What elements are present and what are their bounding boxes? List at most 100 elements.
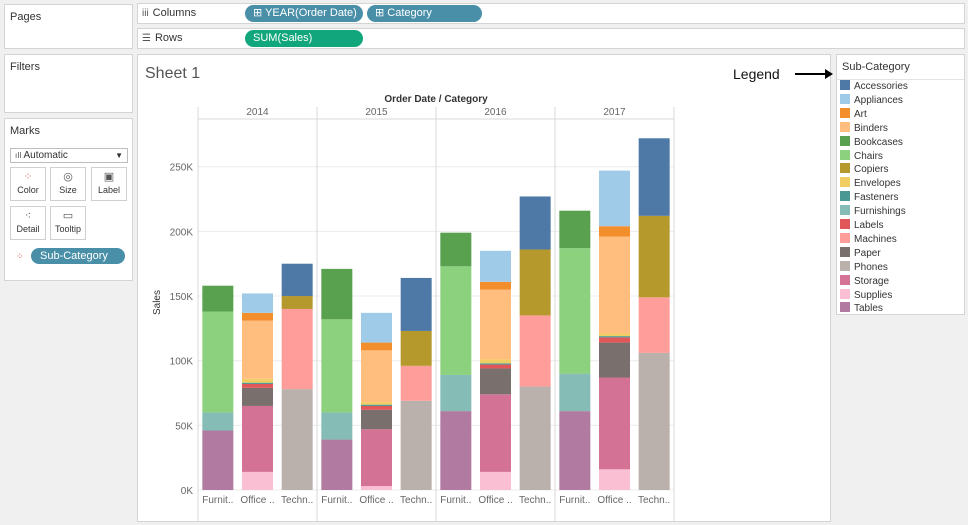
legend-title: Sub-Category <box>837 55 964 80</box>
columns-label-text: Columns <box>152 7 197 19</box>
size-button[interactable]: ◎ Size <box>50 167 86 201</box>
legend-swatch <box>840 191 850 202</box>
marks-card: Marks ıIl Automatic ▼ ⁘ Color ◎ Size ▣ L… <box>4 118 133 281</box>
marks-type-dropdown[interactable]: ıIl Automatic ▼ <box>10 148 128 163</box>
rows-shelf[interactable]: ☰ Rows SUM(Sales) <box>137 28 965 49</box>
legend-item-envelopes[interactable]: Envelopes <box>840 177 901 191</box>
bar-segment-furnishings <box>440 374 472 412</box>
bar-segment-bookcases <box>559 210 591 249</box>
bar-segment-chairs <box>440 266 472 375</box>
bar-segment-storage <box>361 429 392 487</box>
legend-item-bookcases[interactable]: Bookcases <box>840 135 903 150</box>
bar-segment-binders <box>361 350 392 403</box>
bar-segment-storage <box>242 405 273 472</box>
detail-button[interactable]: ⁖ Detail <box>10 206 46 240</box>
pages-shelf[interactable]: Pages <box>4 4 133 49</box>
category-label: Techn.. <box>638 495 670 506</box>
legend-item-label: Bookcases <box>854 136 903 148</box>
legend-item-label: Copiers <box>854 164 889 176</box>
color-button-label: Color <box>17 185 39 195</box>
legend-item-binders[interactable]: Binders <box>840 121 888 136</box>
legend-item-appliances[interactable]: Appliances <box>840 93 903 108</box>
legend-swatch <box>840 205 850 216</box>
arrow-icon <box>795 73 827 75</box>
category-pill-label: Category <box>387 7 432 19</box>
columns-icon: iii <box>142 8 149 19</box>
legend-item-fasteners[interactable]: Fasteners <box>840 191 898 205</box>
legend-item-phones[interactable]: Phones <box>840 260 888 275</box>
legend-swatch <box>840 93 850 104</box>
sub-category-color-pill[interactable]: Sub-Category <box>31 248 125 264</box>
legend-item-storage[interactable]: Storage <box>840 274 889 289</box>
bar-segment-paper <box>242 387 273 406</box>
label-icon: ▣ <box>103 171 115 183</box>
columns-shelf[interactable]: iii Columns ⊞ YEAR(Order Date) ⊞ Category <box>137 3 965 24</box>
chevron-down-icon: ▼ <box>115 151 123 160</box>
legend-item-labels[interactable]: Labels <box>840 219 883 233</box>
label-button-label: Label <box>97 185 121 195</box>
year-header-2017: 2017 <box>603 107 626 118</box>
category-label: Office .. <box>597 495 631 506</box>
bar-segment-machines <box>638 297 670 353</box>
bar-segment-art <box>599 226 630 237</box>
bar-segment-storage <box>599 377 630 470</box>
legend-item-copiers[interactable]: Copiers <box>840 163 888 177</box>
legend-item-accessories[interactable]: Accessories <box>840 80 908 94</box>
legend-item-paper[interactable]: Paper <box>840 246 881 261</box>
bar-segment-fasteners <box>480 363 511 365</box>
pages-title: Pages <box>10 11 42 23</box>
category-pill[interactable]: ⊞ Category <box>367 5 482 22</box>
y-tick-label: 100K <box>170 357 194 368</box>
bar-segment-appliances <box>361 312 392 343</box>
bar-segment-chairs <box>559 248 591 374</box>
bar-segment-bookcases <box>202 285 234 312</box>
bar-segment-binders <box>480 289 511 360</box>
bar-segment-copiers <box>519 249 551 316</box>
bar-segment-paper <box>361 409 392 430</box>
tooltip-button[interactable]: ▭ Tooltip <box>50 206 86 240</box>
legend-swatch <box>840 288 850 299</box>
legend-item-furnishings[interactable]: Furnishings <box>840 205 906 219</box>
year-order-date-pill[interactable]: ⊞ YEAR(Order Date) <box>245 5 363 22</box>
category-label: Office .. <box>359 495 393 506</box>
sum-sales-pill[interactable]: SUM(Sales) <box>245 30 363 47</box>
bar-segment-phones <box>281 389 313 490</box>
bar-segment-art <box>480 281 511 290</box>
bar-segment-bookcases <box>440 232 472 267</box>
bar-segment-accessories <box>400 277 432 331</box>
bar-segment-labels <box>361 405 392 410</box>
bar-segment-phones <box>638 352 670 490</box>
legend-item-supplies[interactable]: Supplies <box>840 288 892 303</box>
bar-segment-phones <box>400 400 432 490</box>
y-tick-label: 0K <box>181 486 194 497</box>
legend-item-machines[interactable]: Machines <box>840 232 897 247</box>
filters-shelf[interactable]: Filters <box>4 54 133 113</box>
label-button[interactable]: ▣ Label <box>91 167 127 201</box>
bar-segment-fasteners <box>599 336 630 338</box>
bar-chart-icon: ıIl <box>15 151 22 160</box>
legend-item-label: Binders <box>854 122 888 134</box>
legend-swatch <box>840 219 850 229</box>
legend-item-tables[interactable]: Tables <box>840 302 883 316</box>
category-label: Office .. <box>478 495 512 506</box>
category-label: Techn.. <box>281 495 313 506</box>
bar-segment-fasteners <box>361 404 392 406</box>
color-button[interactable]: ⁘ Color <box>10 167 46 201</box>
legend-item-label: Art <box>854 108 867 120</box>
bar-segment-paper <box>480 368 511 395</box>
legend-item-art[interactable]: Art <box>840 107 867 122</box>
bar-segment-fasteners <box>242 382 273 384</box>
bar-segment-chairs <box>202 311 234 413</box>
y-axis-label: Sales <box>152 290 163 315</box>
bar-segment-appliances <box>480 250 511 282</box>
bar-segment-accessories <box>519 196 551 250</box>
bar-segment-copiers <box>638 215 670 298</box>
legend-item-label: Tables <box>854 303 883 315</box>
legend-annotation-label: Legend <box>733 66 780 82</box>
y-tick-label: 200K <box>170 227 194 238</box>
bar-segment-binders <box>599 236 630 334</box>
bar-segment-phones <box>519 386 551 490</box>
legend-item-label: Fasteners <box>854 192 899 204</box>
bar-segment-chairs <box>321 319 353 413</box>
legend-item-chairs[interactable]: Chairs <box>840 149 883 164</box>
